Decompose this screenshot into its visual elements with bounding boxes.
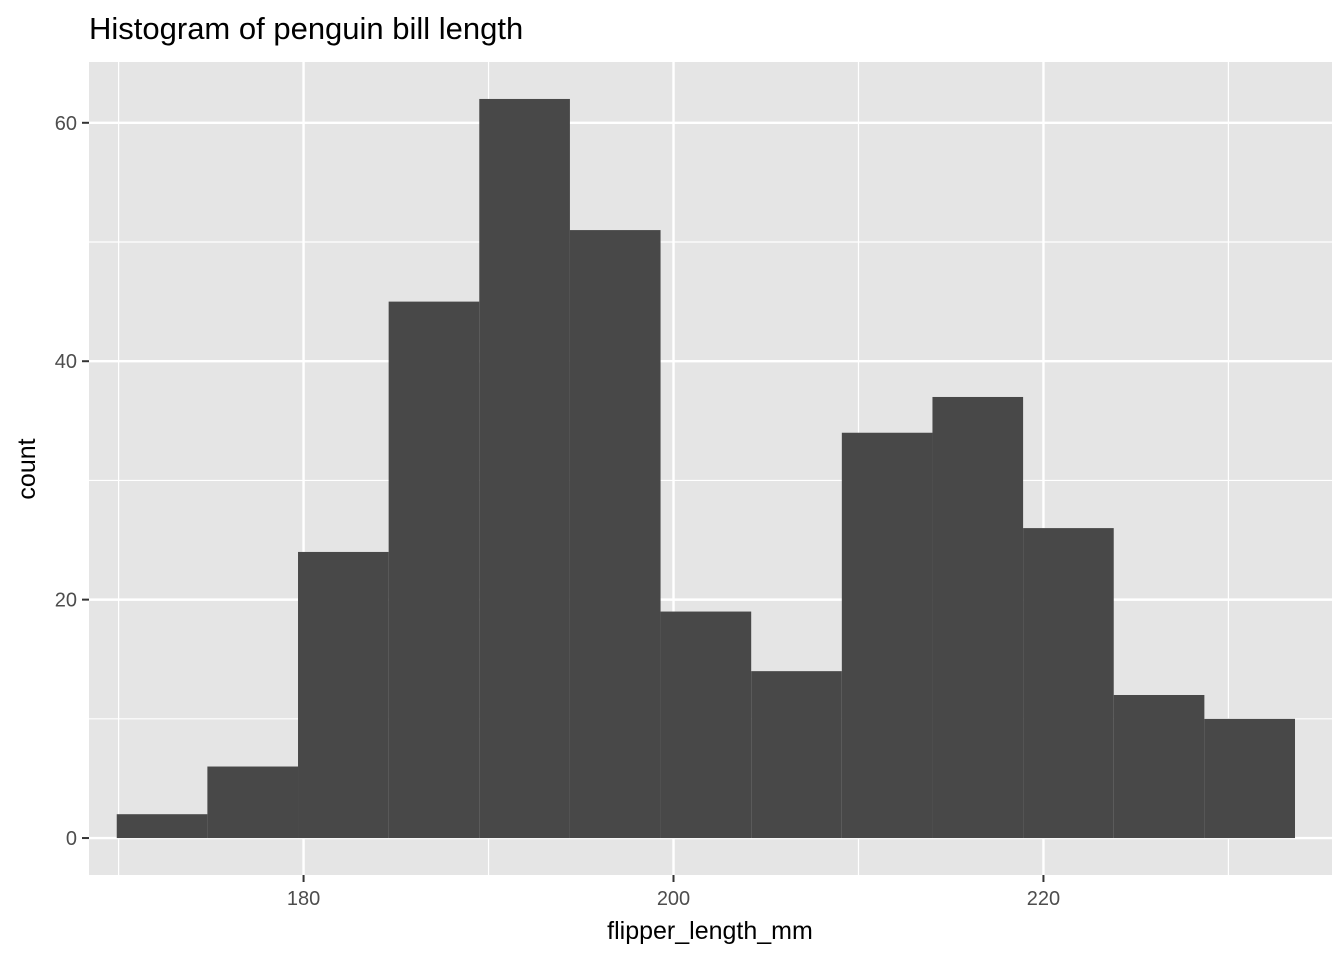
- histogram-bar: [751, 671, 842, 839]
- x-tick-label: 220: [1027, 888, 1060, 910]
- histogram-bar: [660, 611, 752, 839]
- histogram-bar: [569, 230, 661, 839]
- y-axis: 0 20 40 60: [55, 113, 89, 850]
- histogram-bar: [1113, 694, 1205, 839]
- y-tick-label: 0: [66, 828, 77, 850]
- histogram-bar: [1023, 528, 1114, 839]
- histogram-bar: [388, 301, 480, 839]
- x-tick-label: 200: [657, 888, 690, 910]
- x-axis-title: flipper_length_mm: [607, 917, 813, 945]
- histogram-bar: [298, 551, 389, 839]
- histogram-bar: [479, 98, 570, 839]
- histogram-bar: [1204, 718, 1296, 839]
- histogram-bar: [207, 766, 299, 839]
- x-tick-label: 180: [287, 888, 320, 910]
- chart-title: Histogram of penguin bill length: [89, 11, 523, 46]
- histogram-bar: [841, 432, 933, 839]
- x-axis: 180 200 220: [287, 875, 1060, 910]
- y-tick-label: 20: [55, 590, 77, 612]
- y-tick-label: 40: [55, 351, 77, 373]
- y-axis-title: count: [13, 438, 41, 499]
- histogram-bars: [116, 98, 1296, 839]
- histogram-bar: [932, 396, 1024, 839]
- y-tick-label: 60: [55, 113, 77, 135]
- histogram-bar: [116, 814, 208, 839]
